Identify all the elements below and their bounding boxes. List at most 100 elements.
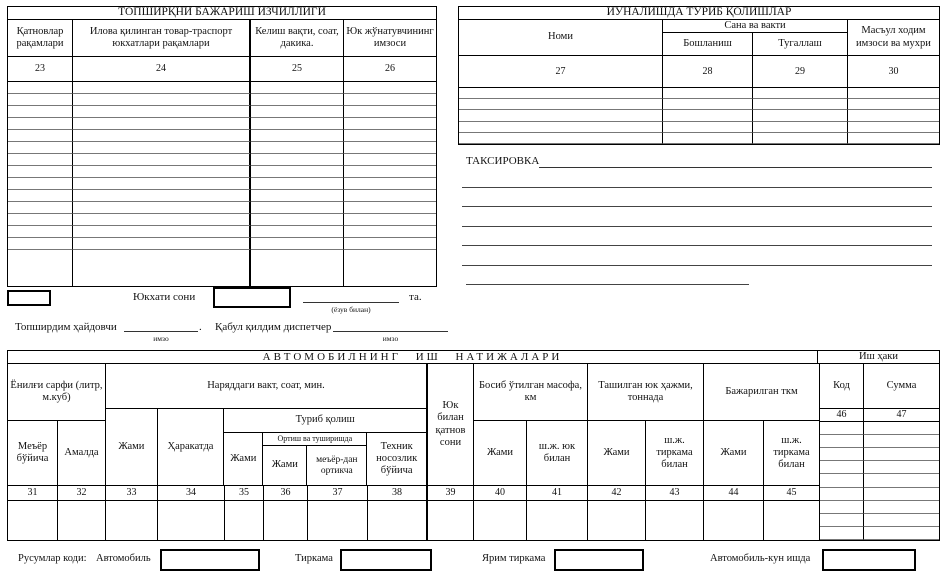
pay-section-title: Иш ҳаки <box>818 351 939 364</box>
model-codes-auto-label: Автомобиль <box>96 553 151 564</box>
empty-row <box>8 82 436 94</box>
taksirovka-blank-line[interactable] <box>462 207 932 227</box>
trailer-code-box[interactable] <box>340 549 432 571</box>
empty-row <box>8 94 436 106</box>
empty-row <box>8 501 105 540</box>
tkm-total: Жами <box>704 421 764 486</box>
pay-code-header: Код <box>820 364 864 409</box>
empty-row <box>459 110 939 122</box>
assignment-table-body <box>8 82 436 250</box>
empty-row <box>820 487 939 501</box>
col-num: 45 <box>764 486 819 501</box>
empty-row <box>820 422 939 436</box>
driver-signature-line[interactable] <box>124 321 198 332</box>
empty-row-tall <box>8 250 436 286</box>
col-header-docs: Илова қилинган товар-траспорт юкхатлари … <box>73 20 251 57</box>
code-box-left[interactable] <box>7 290 51 306</box>
route-delays-table: ЙЎНАЛИШДА ТУРИБ ҚОЛИШЛАР Номи Сана ва ва… <box>458 6 940 145</box>
empty-row <box>106 501 426 540</box>
time-title: Наряддаги вакт, соат, мин. <box>106 364 426 409</box>
col-num: 47 <box>864 409 939 422</box>
empty-row <box>459 99 939 111</box>
time-total: Жами <box>106 409 158 486</box>
distance-group: Босиб ўтилган масофа, км Жами ш.ж. юк би… <box>474 364 588 540</box>
col-num: 30 <box>848 56 939 88</box>
model-codes-autodays-label: Автомобиль-кун ишда <box>710 553 811 564</box>
waybill-count-unit: та. <box>409 291 422 303</box>
taksirovka-blank-line[interactable] <box>462 227 932 246</box>
route-delays-header: Номи Сана ва вакти Бошланиш Тугаллаш Мас… <box>459 20 939 56</box>
taksirovka-blank-line[interactable] <box>462 246 932 266</box>
idle-title: Туриб қолиш <box>224 409 427 433</box>
waybill-count-words-line[interactable] <box>303 291 399 303</box>
empty-row <box>8 142 436 154</box>
tkm-with-trailer: ш.ж. тиркама билан <box>764 421 819 486</box>
pay-group: Код Сумма 46 47 <box>820 364 939 540</box>
empty-row <box>8 190 436 202</box>
col-num: 26 <box>344 57 436 82</box>
driver-signature-caption: имзо <box>153 334 169 343</box>
distance-title: Босиб ўтилган масофа, км <box>474 364 587 421</box>
empty-row <box>474 501 587 540</box>
taksirovka-block: ТАКСИРОВКА <box>458 152 932 285</box>
taksirovka-blank-line-short[interactable] <box>466 266 749 285</box>
taksirovka-blank-line[interactable] <box>462 188 932 207</box>
col-num: 42 <box>588 486 646 501</box>
col-num: 29 <box>753 56 848 88</box>
pay-sum-header: Сумма <box>864 364 939 409</box>
col-header-officer: Масъул ходим имзоси ва мухри <box>848 20 939 56</box>
col-header-start: Бошланиш <box>663 33 753 56</box>
col-group-datetime: Сана ва вакти Бошланиш Тугаллаш <box>663 20 848 56</box>
assignment-table-title: ТОПШИРҚНИ БАЖАРИШ ИЗЧИЛЛИГИ <box>8 7 436 20</box>
waybill-count-box[interactable] <box>213 287 291 308</box>
taksirovka-blank-line[interactable] <box>462 168 932 188</box>
time-group: Наряддаги вакт, соат, мин. Жами Ҳаракатд… <box>106 364 428 540</box>
dispatcher-signature-line[interactable] <box>333 321 448 332</box>
model-codes-trailer-label: Тиркама <box>295 553 333 564</box>
col-num: 46 <box>820 409 864 422</box>
fuel-actual: Амалда <box>58 421 105 486</box>
cargo-title: Ташилган юк ҳажми, тоннада <box>588 364 703 421</box>
assignment-table-header: Қатновлар рақамлари Илова қилинган товар… <box>8 20 436 57</box>
empty-row <box>8 154 436 166</box>
autodays-code-box[interactable] <box>822 549 916 571</box>
empty-row <box>8 130 436 142</box>
pay-body <box>820 422 939 540</box>
col-num: 39 <box>428 486 473 501</box>
auto-code-box[interactable] <box>160 549 260 571</box>
assignment-table: ТОПШИРҚНИ БАЖАРИШ ИЗЧИЛЛИГИ Қатновлар ра… <box>7 6 437 287</box>
col-num: 28 <box>663 56 753 88</box>
results-table: АВТОМОБИЛНИНГ ИШ НАТИЖАЛАРИ Иш ҳаки Ёнил… <box>7 350 940 541</box>
handover-received-label: Қабул қилдим диспетчер <box>215 321 332 333</box>
semitrailer-code-box[interactable] <box>554 549 644 571</box>
empty-row <box>8 238 436 250</box>
empty-row <box>820 526 939 540</box>
cargo-group: Ташилган юк ҳажми, тоннада Жами ш.ж. тир… <box>588 364 704 540</box>
results-table-title: АВТОМОБИЛНИНГ ИШ НАТИЖАЛАРИ <box>8 351 818 364</box>
handover-period: . <box>199 321 202 333</box>
distance-total: Жами <box>474 421 527 486</box>
time-moving: Ҳаракатда <box>157 409 225 486</box>
assignment-table-numbers-row: 23 24 25 26 <box>8 57 436 82</box>
empty-row <box>8 118 436 130</box>
col-header-arrival: Келиш вақти, соат, дакика. <box>251 20 344 57</box>
route-delays-body <box>459 88 939 145</box>
empty-row <box>820 448 939 462</box>
col-num: 23 <box>8 57 73 82</box>
col-header-finish: Тугаллаш <box>753 33 847 56</box>
route-delays-numbers-row: 27 28 29 30 <box>459 56 939 88</box>
empty-row <box>820 461 939 475</box>
empty-row <box>820 435 939 449</box>
distance-with-load: ш.ж. юк билан <box>527 421 587 486</box>
technical-idle: Техник носозлик бўйича <box>367 433 427 486</box>
taksirovka-fill-line[interactable] <box>539 153 932 168</box>
loading-title: Ортиш ва туширишда <box>263 433 367 446</box>
col-num: 38 <box>368 486 426 501</box>
cargo-with-trailer: ш.ж. тиркама билан <box>646 421 703 486</box>
results-table-main: Ёнилғи сарфи (литр, м.куб) Меъёр бўйича … <box>8 364 939 540</box>
idle-subgroup: Туриб қолиш Жами Ортиш ва туширишда Жами… <box>224 409 427 486</box>
col-header-signature: Юк жўнатувчининг имзоси <box>344 20 436 57</box>
col-num: 36 <box>264 486 308 501</box>
col-num: 43 <box>646 486 703 501</box>
